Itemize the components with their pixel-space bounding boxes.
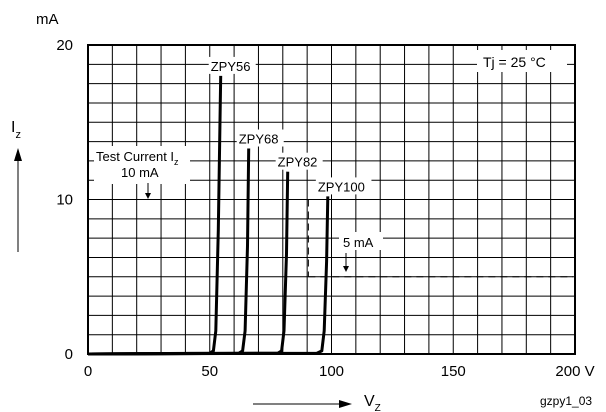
x-tick-label: 0 — [84, 363, 92, 380]
series-label-bg — [236, 129, 284, 147]
grid — [88, 45, 575, 354]
y-axis-label-sub: z — [15, 129, 21, 141]
temperature-annotation-bg — [477, 50, 567, 72]
series-label-zpy82: ZPY82 — [278, 155, 318, 170]
test-current-label-bg — [94, 146, 190, 184]
test-current-arrow — [145, 183, 151, 199]
test-current-lines — [90, 199, 573, 278]
five-ma-label: 5 mA — [343, 235, 374, 250]
plot-frame — [87, 44, 576, 355]
series-label-bg — [275, 152, 323, 170]
series-label-zpy100: ZPY100 — [318, 179, 365, 194]
y-tick-label: 20 — [56, 37, 73, 54]
y-tick-label: 0 — [65, 346, 73, 363]
test-current-label-sub: z — [174, 157, 179, 167]
series-label-zpy68: ZPY68 — [239, 132, 279, 147]
x-axis-label: VZ — [364, 393, 381, 412]
y-axis-arrow — [14, 148, 22, 252]
x-tick-label: 100 — [319, 363, 344, 380]
series-label-bg — [315, 177, 372, 195]
x-axis-arrow — [253, 400, 352, 408]
five-ma-label-bg — [339, 232, 383, 250]
x-tick-label: 50 — [201, 363, 218, 380]
tick-labels: 0 50 100 150 200 V 0 10 20 — [56, 37, 594, 380]
test-current-value-label: 10 mA — [121, 165, 159, 180]
series-label-bg — [208, 56, 256, 74]
x-axis-label-sub: Z — [375, 403, 381, 412]
x-tick-label: 150 — [441, 363, 466, 380]
five-ma-arrow — [343, 253, 349, 272]
test-current-label: Test Current Iz — [96, 149, 179, 167]
footer-code: gzpy1_03 — [540, 394, 592, 408]
series-label-zpy56: ZPY56 — [211, 59, 251, 74]
temperature-annotation: Tj = 25 °C — [483, 54, 546, 70]
y-unit-label: mA — [36, 11, 59, 28]
series-curves — [87, 75, 330, 356]
series-curve-zpy56 — [87, 75, 223, 356]
series-curve-zpy100 — [87, 196, 330, 356]
y-axis-label: Iz — [11, 119, 21, 141]
y-tick-label: 10 — [56, 192, 73, 209]
x-tick-label: 200 V — [555, 363, 594, 380]
